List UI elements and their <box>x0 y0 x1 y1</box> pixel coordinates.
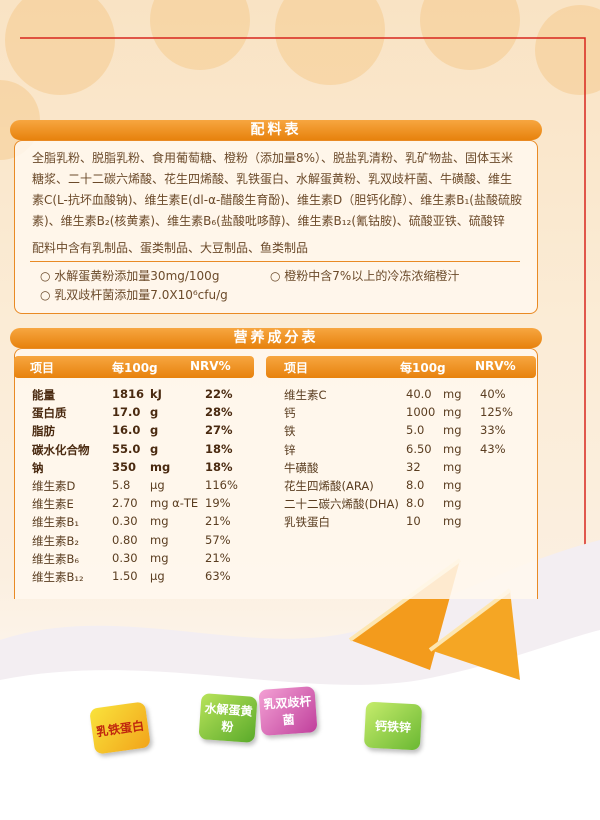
table-cell: mg <box>443 514 462 529</box>
table-cell: 5.0 <box>406 423 425 438</box>
table-cell: 21% <box>205 514 231 529</box>
note-text: 乳双歧杆菌添加量7.0X10⁶cfu/g <box>54 288 228 302</box>
table-cell: mg <box>443 423 462 438</box>
table-cell: 2.70 <box>112 496 138 511</box>
table-cell: 蛋白质 <box>32 406 67 421</box>
table-cell: 63% <box>205 569 231 583</box>
note-text: 水解蛋黄粉添加量30mg/100g <box>54 269 220 283</box>
table-cell: 0.30 <box>112 550 138 565</box>
section-title: 营养成分表 <box>10 328 542 348</box>
table-cell: g <box>150 405 159 420</box>
table-header <box>14 356 254 378</box>
note: ○ 乳双歧杆菌添加量7.0X10⁶cfu/g <box>40 288 228 302</box>
divider <box>30 261 520 262</box>
table-cell: 18% <box>205 459 233 474</box>
cube: 乳双歧杆菌 <box>258 686 318 736</box>
table-cell: mg <box>443 496 462 511</box>
table-cell: mg <box>150 550 169 565</box>
table-cell: 维生素B₂ <box>32 533 79 548</box>
header-cell: NRV% <box>190 359 231 373</box>
table-cell: 1.50 <box>112 569 138 583</box>
header-cell: 项目 <box>284 361 309 375</box>
table-cell: mg <box>150 514 169 529</box>
table-cell: mg <box>443 459 462 474</box>
table-cell: 1816 <box>112 387 145 401</box>
note-text: 橙粉中含7%以上的冷冻浓缩橙汁 <box>284 269 460 283</box>
table-cell: 维生素B₁₂ <box>32 570 84 584</box>
table-cell: μg <box>150 478 165 492</box>
table-cell: mg <box>443 441 462 456</box>
table-cell: 1000 <box>406 405 436 420</box>
table-cell: 40.0 <box>406 387 432 401</box>
table-cell: 5.8 <box>112 478 131 492</box>
header-cell: NRV% <box>475 359 516 373</box>
table-cell: g <box>150 423 159 438</box>
table-cell: 6.50 <box>406 441 432 456</box>
note: ○ 橙粉中含7%以上的冷冻浓缩橙汁 <box>270 269 460 283</box>
table-cell: kJ <box>150 387 162 401</box>
table-cell: 钠 <box>32 460 44 475</box>
table-cell: 32 <box>406 459 421 474</box>
table-header <box>266 356 536 378</box>
table-cell: 33% <box>480 423 506 438</box>
table-cell: 脂肪 <box>32 424 55 439</box>
header-cell: 每100g <box>400 361 446 375</box>
table-cell: 16.0 <box>112 423 141 438</box>
table-cell: 22% <box>205 387 233 401</box>
section-title: 配料表 <box>10 120 542 140</box>
table-cell: 43% <box>480 441 506 456</box>
table-cell: 维生素B₆ <box>32 551 79 566</box>
table-cell: 27% <box>205 423 233 438</box>
table-cell: 维生素D <box>32 479 76 493</box>
table-cell: g <box>150 441 159 456</box>
table-cell: 二十二碳六烯酸(DHA) <box>284 497 399 512</box>
table-cell: 维生素B₁ <box>32 515 79 530</box>
ingredients-box <box>14 140 538 314</box>
allergens: 配料中含有乳制品、蛋类制品、大豆制品、鱼类制品 <box>32 241 309 255</box>
table-cell: 能量 <box>32 388 55 402</box>
table-cell: 350 <box>112 459 137 474</box>
header-cell: 每100g <box>112 361 158 375</box>
table-cell: 维生素E <box>32 497 74 512</box>
table-cell: 碳水化合物 <box>32 442 90 457</box>
table-cell: 锌 <box>284 442 296 457</box>
table-cell: mg <box>150 532 169 547</box>
table-cell: 钙 <box>284 406 296 421</box>
table-cell: 19% <box>205 496 231 511</box>
table-cell: 125% <box>480 405 513 420</box>
cube: 乳铁蛋白 <box>89 701 151 755</box>
table-cell: mg <box>443 478 462 492</box>
table-cell: 花生四烯酸(ARA) <box>284 479 374 493</box>
table-cell: mg <box>443 387 462 401</box>
header-cell: 项目 <box>30 361 55 375</box>
table-cell: 铁 <box>284 424 296 439</box>
table-cell: 8.0 <box>406 496 425 511</box>
table-cell: 0.30 <box>112 514 138 529</box>
table-cell: 乳铁蛋白 <box>284 515 330 530</box>
table-cell: 0.80 <box>112 532 138 547</box>
table-cell: μg <box>150 569 165 583</box>
table-cell: 55.0 <box>112 441 141 456</box>
table-cell: 17.0 <box>112 405 141 420</box>
cube: 水解蛋黄粉 <box>198 693 258 743</box>
table-cell: 116% <box>205 478 238 492</box>
nutrition-box <box>14 348 538 599</box>
table-cell: mg <box>443 405 462 420</box>
note: ○ 水解蛋黄粉添加量30mg/100g <box>40 269 220 283</box>
table-cell: 10 <box>406 514 421 529</box>
table-cell: 18% <box>205 441 233 456</box>
table-cell: 21% <box>205 550 231 565</box>
table-cell: 维生素C <box>284 388 327 402</box>
table-cell: 8.0 <box>406 478 425 492</box>
ingredients-text: 全脂乳粉、脱脂乳粉、食用葡萄糖、橙粉（添加量8%）、脱盐乳清粉、乳矿物盐、固体玉… <box>32 151 522 228</box>
table-cell: 牛磺酸 <box>284 460 319 475</box>
cube: 钙铁锌 <box>363 701 423 751</box>
table-cell: 28% <box>205 405 233 420</box>
table-cell: mg α-TE <box>150 496 199 511</box>
table-cell: mg <box>150 459 171 474</box>
table-cell: 57% <box>205 532 231 547</box>
table-cell: 40% <box>480 387 506 401</box>
